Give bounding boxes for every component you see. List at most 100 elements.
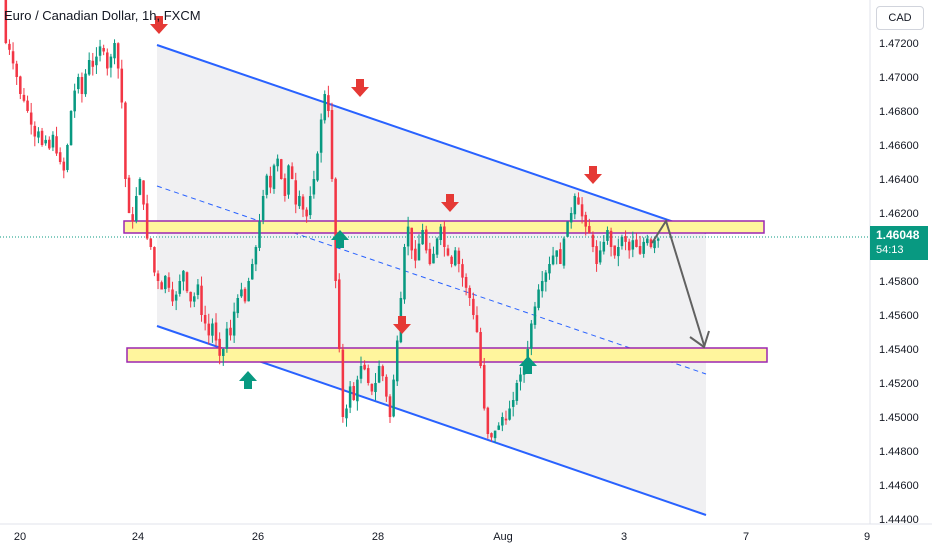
candle-body [301,196,305,210]
candle-body [40,130,44,145]
candle-body [174,294,178,301]
candle-body [15,63,18,77]
down-arrow-icon [150,16,168,34]
candle-body [113,43,116,59]
candle-body [91,60,95,67]
candle-body [236,298,240,314]
candle-body [642,241,645,254]
candle-body [537,289,540,308]
candle-body [87,60,91,75]
candle-body [207,323,211,336]
candle-body [461,264,464,278]
candle-body [189,291,192,302]
x-tick-label: 24 [132,531,144,543]
candle-body [620,236,624,247]
candle-body [555,250,558,257]
x-axis[interactable]: 20 24 26 28 Aug 3 7 9 [0,523,932,543]
candle-body [124,102,127,179]
candle-body [19,76,22,94]
y-tick-label: 1.46200 [879,208,919,220]
candle-body [222,349,225,357]
candle-body [345,408,348,419]
candle-body [164,275,167,290]
candle-body [243,288,247,302]
candle-body [337,279,341,349]
candle-body [69,111,73,146]
candle-body [120,68,124,103]
bar-countdown: 54:13 [876,244,904,256]
x-tick-label: 3 [621,531,627,543]
candle-body [214,322,218,341]
candle-body [138,179,142,195]
support-zone[interactable] [126,347,768,363]
candle-body [540,281,544,292]
y-tick-label: 1.46800 [879,106,919,118]
candle-body [276,158,279,167]
candle-body [22,94,26,101]
candle-body [395,340,399,382]
candle-body [312,179,316,195]
candle-body [602,241,606,252]
candle-body [153,247,156,273]
candle-body [508,408,511,420]
projection-path [651,218,705,346]
candle-body [562,238,566,266]
candle-body [26,100,29,111]
chart-title: Euro / Canadian Dollar, 1h, FXCM [4,8,201,23]
candle-body [577,197,580,205]
candle-body [591,234,595,247]
candle-body [617,247,620,257]
candle-body [258,221,261,248]
up-arrow-icon [519,356,537,374]
candle-body [145,203,149,239]
y-axis[interactable]: 1.47200 1.47000 1.46800 1.46600 1.46400 1.462… [869,0,919,526]
candle-body [182,270,185,282]
candle-body [269,175,272,188]
candle-body [410,227,414,251]
candle-body [8,43,11,50]
candle-body [73,90,76,112]
currency-button[interactable]: CAD [876,6,924,30]
y-tick-label: 1.45400 [879,344,919,356]
down-arrow-icon [584,166,602,184]
candle-body [511,400,515,407]
candle-body [428,248,432,264]
channel-upper-line[interactable] [156,44,707,234]
candle-body [294,180,298,205]
candle-body [203,315,207,324]
candle-body [127,177,131,213]
candle-body [142,180,145,205]
candle-body [352,386,356,400]
candle-body [482,365,486,409]
candle-body [573,196,577,215]
candle-body [287,165,290,195]
candle-body [385,376,388,397]
candle-body [493,430,497,439]
y-tick-label: 1.44800 [879,446,919,458]
candle-body [566,221,569,237]
candles-group [4,0,660,443]
candle-body [323,94,327,121]
y-tick-label: 1.44600 [879,480,919,492]
candle-body [490,433,493,438]
candle-body [588,226,591,234]
up-arrow-icon [331,230,349,248]
x-tick-label: Aug [493,531,513,543]
candle-body [519,374,522,382]
y-tick-label: 1.45000 [879,412,919,424]
y-tick-label: 1.46600 [879,140,919,152]
candle-body [646,238,649,244]
candle-body [316,153,319,181]
candle-body [609,230,613,247]
candle-body [102,48,105,52]
candle-body [501,417,504,426]
candle-body [279,159,283,179]
candle-body [290,166,294,179]
arrows-group [150,16,602,389]
channel-mid-dashed-line[interactable] [156,185,707,375]
candle-body [116,43,120,69]
candle-body [370,383,374,392]
candle-body [544,272,548,282]
candle-body [225,328,229,349]
